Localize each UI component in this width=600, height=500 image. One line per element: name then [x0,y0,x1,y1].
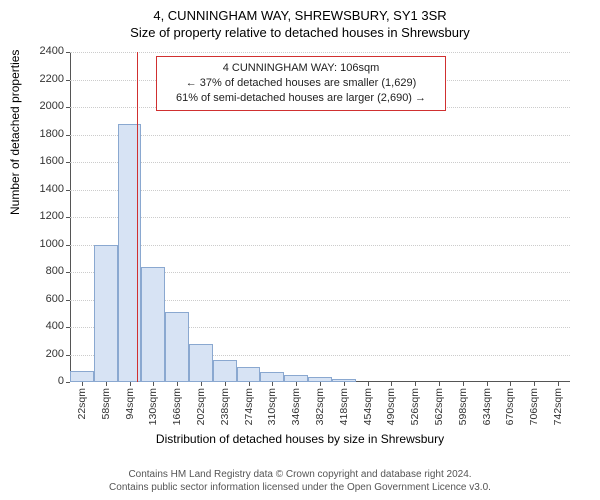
histogram-bar [237,367,261,382]
page-title-line1: 4, CUNNINGHAM WAY, SHREWSBURY, SY1 3SR [0,0,600,23]
y-tick-mark [66,272,70,273]
page-title-line2: Size of property relative to detached ho… [0,23,600,40]
y-tick-mark [66,135,70,136]
x-tick-label: 742sqm [552,388,564,425]
x-tick-label: 634sqm [481,388,493,425]
x-tick-label: 94sqm [124,388,136,420]
histogram-bar [70,371,94,382]
x-tick-label: 310sqm [266,388,278,425]
y-tick-label: 1000 [24,238,64,250]
x-tick-mark [106,382,107,386]
y-tick-label: 2400 [24,45,64,57]
histogram-bar [165,312,189,382]
x-tick-label: 130sqm [147,388,159,425]
y-tick-mark [66,107,70,108]
histogram-chart: 4 CUNNINGHAM WAY: 106sqm ← 37% of detach… [70,52,570,382]
x-tick-label: 346sqm [290,388,302,425]
histogram-bar [213,360,237,382]
x-tick-label: 166sqm [171,388,183,425]
y-tick-label: 200 [24,348,64,360]
x-tick-mark [296,382,297,386]
y-tick-mark [66,52,70,53]
x-tick-mark [391,382,392,386]
y-tick-label: 800 [24,265,64,277]
y-tick-mark [66,355,70,356]
y-tick-mark [66,245,70,246]
y-tick-mark [66,162,70,163]
y-tick-label: 1400 [24,183,64,195]
x-tick-mark [368,382,369,386]
x-tick-label: 418sqm [338,388,350,425]
histogram-bar [94,245,118,383]
gridline [70,135,570,136]
y-tick-label: 0 [24,375,64,387]
x-tick-mark [415,382,416,386]
x-tick-label: 706sqm [528,388,540,425]
annotation-line3: 61% of semi-detached houses are larger (… [165,91,437,106]
gridline [70,245,570,246]
x-tick-label: 490sqm [385,388,397,425]
x-tick-mark [439,382,440,386]
x-tick-label: 238sqm [219,388,231,425]
x-tick-label: 562sqm [433,388,445,425]
gridline [70,217,570,218]
x-tick-mark [510,382,511,386]
x-tick-mark [225,382,226,386]
y-tick-label: 600 [24,293,64,305]
x-tick-mark [177,382,178,386]
y-tick-label: 2200 [24,73,64,85]
gridline [70,190,570,191]
footer-line1: Contains HM Land Registry data © Crown c… [0,468,600,481]
y-tick-label: 1800 [24,128,64,140]
y-tick-label: 400 [24,320,64,332]
x-tick-label: 202sqm [195,388,207,425]
annotation-line2: ← 37% of detached houses are smaller (1,… [165,76,437,91]
x-tick-label: 526sqm [409,388,421,425]
y-tick-label: 2000 [24,100,64,112]
histogram-bar [189,344,213,383]
annotation-box: 4 CUNNINGHAM WAY: 106sqm ← 37% of detach… [156,56,446,111]
x-tick-mark [201,382,202,386]
x-tick-mark [82,382,83,386]
x-tick-label: 274sqm [243,388,255,425]
y-axis-title: Number of detached properties [8,50,22,215]
x-tick-mark [153,382,154,386]
y-tick-mark [66,327,70,328]
x-tick-label: 454sqm [362,388,374,425]
x-tick-label: 58sqm [100,388,112,420]
annotation-line1: 4 CUNNINGHAM WAY: 106sqm [165,61,437,76]
reference-vline [137,52,138,382]
x-tick-mark [534,382,535,386]
x-tick-mark [130,382,131,386]
y-tick-label: 1200 [24,210,64,222]
x-tick-mark [487,382,488,386]
gridline [70,162,570,163]
gridline [70,52,570,53]
x-axis-title: Distribution of detached houses by size … [0,432,600,446]
footer-line2: Contains public sector information licen… [0,481,600,494]
x-tick-mark [249,382,250,386]
y-tick-mark [66,382,70,383]
x-tick-mark [272,382,273,386]
histogram-bar [260,372,284,382]
y-tick-mark [66,190,70,191]
x-tick-label: 598sqm [457,388,469,425]
x-tick-mark [558,382,559,386]
x-tick-label: 382sqm [314,388,326,425]
histogram-bar [141,267,165,383]
x-tick-mark [463,382,464,386]
y-tick-label: 1600 [24,155,64,167]
x-tick-mark [344,382,345,386]
x-tick-mark [320,382,321,386]
footer-attribution: Contains HM Land Registry data © Crown c… [0,468,600,494]
histogram-bar [284,375,308,382]
y-tick-mark [66,217,70,218]
y-tick-mark [66,80,70,81]
x-tick-label: 22sqm [76,388,88,420]
x-tick-label: 670sqm [504,388,516,425]
y-tick-mark [66,300,70,301]
